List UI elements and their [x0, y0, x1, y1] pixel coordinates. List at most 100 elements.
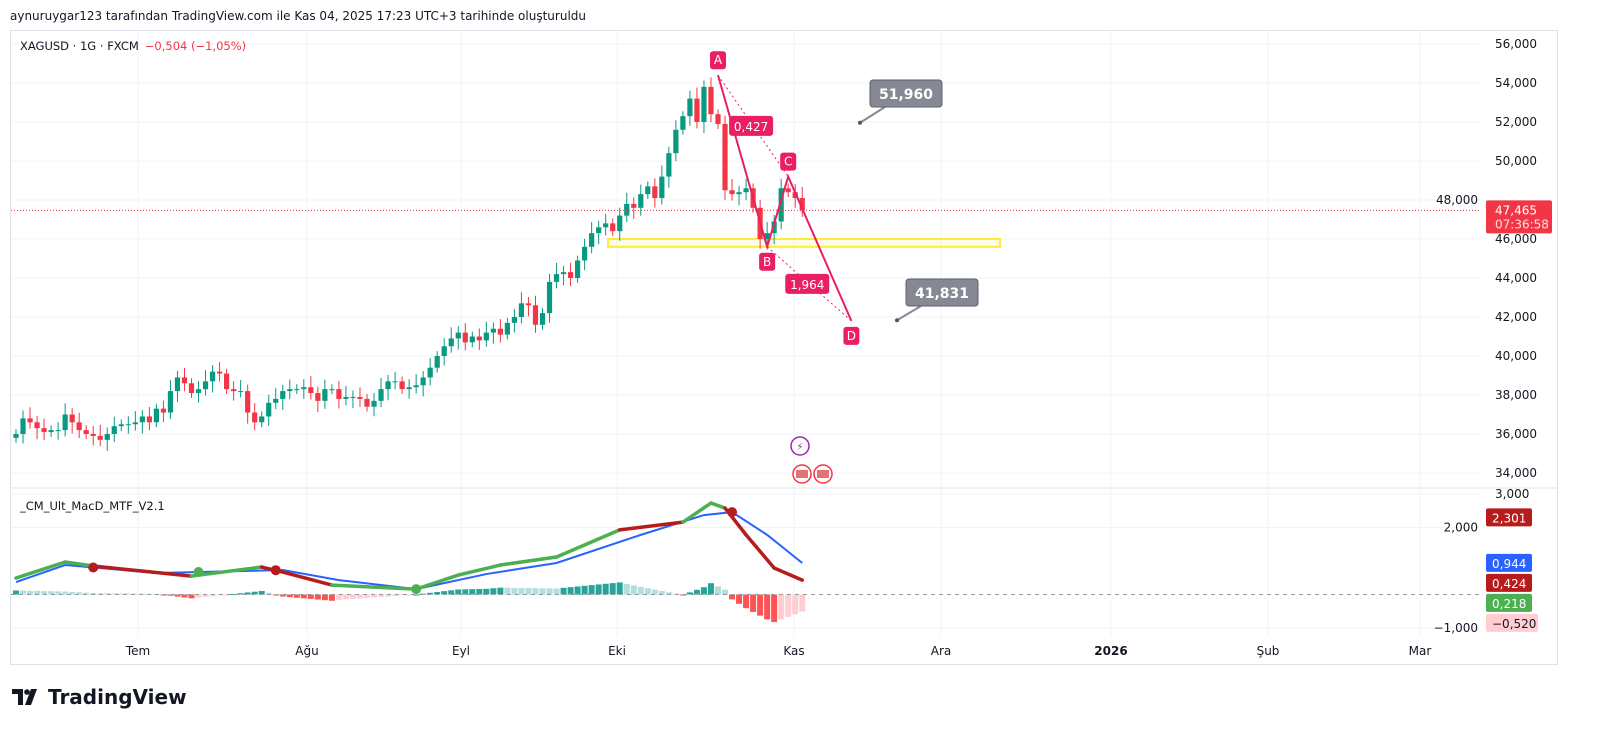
macd-histogram-bar: [125, 593, 132, 595]
macd-histogram-bar: [483, 588, 490, 595]
candle: [336, 389, 342, 399]
macd-histogram-bar: [602, 583, 609, 595]
macd-histogram-bar: [448, 590, 455, 595]
macd-histogram-bar: [27, 590, 34, 595]
macd-value: 0,218: [1492, 597, 1526, 611]
macd-histogram-bar: [342, 594, 349, 600]
candle: [575, 260, 581, 278]
candle: [582, 246, 588, 261]
price-axis-label: 50,000: [1495, 154, 1537, 168]
candle: [701, 86, 707, 122]
candle: [673, 129, 679, 154]
candle: [153, 408, 159, 423]
price-change: −0,504 (−1,05%): [144, 39, 247, 53]
macd-histogram-bar: [244, 592, 251, 595]
candle: [539, 313, 546, 325]
candle: [132, 422, 138, 425]
macd-histogram-bar: [181, 594, 188, 598]
candle: [294, 389, 300, 391]
price-axis-label: 56,000: [1495, 37, 1537, 51]
candle: [497, 328, 503, 335]
chart-caption: aynuruygar123 tarafından TradingView.com…: [10, 9, 586, 23]
candle: [631, 203, 637, 208]
abcd-point-d: [843, 326, 860, 345]
macd-line-segment: [414, 573, 461, 591]
candle: [118, 424, 124, 427]
time-axis-label: Eyl: [452, 644, 470, 658]
candle: [195, 389, 202, 394]
price-axis-label: 36,000: [1495, 427, 1537, 441]
macd-value-tag: [1486, 613, 1538, 632]
macd-histogram-bar: [55, 591, 62, 595]
symbol-name[interactable]: XAGUSD · 1G · FXCM: [20, 39, 139, 53]
macd-histogram-bar: [13, 590, 19, 595]
candle: [659, 176, 665, 199]
macd-histogram-bar: [90, 593, 97, 595]
macd-histogram-bar: [715, 586, 721, 595]
macd-histogram-bar: [314, 594, 321, 600]
price-axis-label: 52,000: [1495, 115, 1537, 129]
candle: [589, 233, 595, 247]
candle: [560, 272, 567, 275]
macd-histogram-bar: [293, 594, 300, 598]
ratio-value: 0,427: [734, 120, 768, 134]
macd-value: 2,301: [1492, 511, 1526, 525]
candle: [518, 303, 525, 317]
price-callout-value: 51,960: [879, 87, 933, 103]
time-axis-label: Mar: [1409, 644, 1432, 658]
candle: [273, 398, 279, 403]
macd-histogram-bar: [392, 594, 399, 596]
macd-histogram-bar: [399, 594, 406, 596]
macd-line-segment: [456, 563, 503, 577]
candle: [27, 418, 33, 423]
candle: [83, 430, 89, 434]
time-axis-label: Kas: [783, 644, 804, 658]
candle: [680, 116, 686, 130]
macd-histogram-bar: [258, 590, 265, 595]
macd-histogram-bar: [335, 594, 342, 600]
candle: [188, 383, 195, 394]
candle: [764, 233, 770, 239]
candle: [771, 221, 777, 234]
macd-histogram-bar: [546, 588, 553, 595]
candle: [567, 272, 574, 278]
candle: [455, 332, 461, 339]
ratio-badge: [729, 115, 774, 136]
candle: [483, 332, 489, 341]
candle: [617, 215, 623, 232]
abcd-point-c: [780, 152, 797, 171]
macd-histogram-bar: [665, 592, 672, 595]
candle: [97, 435, 103, 440]
macd-histogram-bar: [434, 591, 441, 595]
macd-histogram-bar: [413, 594, 420, 596]
candle: [224, 373, 230, 390]
candle: [160, 408, 167, 413]
candle: [90, 434, 96, 436]
macd-histogram-bar: [174, 594, 181, 597]
macd-histogram-bar: [757, 594, 764, 616]
candle: [350, 396, 356, 398]
macd-histogram-bar: [560, 587, 567, 595]
candle: [708, 86, 714, 115]
lightning-event-icon: [790, 436, 810, 456]
candle: [139, 416, 145, 423]
macd-histogram-bar: [799, 594, 806, 612]
candle: [722, 123, 728, 191]
indicator-title[interactable]: _CM_Ult_MacD_MTF_V2.1: [20, 499, 165, 513]
macd-histogram-bar: [792, 594, 799, 615]
price-callout: [869, 79, 943, 108]
macd-value: −0,520: [1492, 617, 1536, 631]
tradingview-logo[interactable]: TradingView: [12, 685, 187, 709]
price-axis-label: 44,000: [1495, 271, 1537, 285]
candle: [687, 98, 693, 117]
lightning-glyph: ⚡: [796, 442, 803, 453]
candle: [743, 188, 749, 193]
candle: [329, 389, 335, 391]
candle: [799, 198, 805, 211]
macd-histogram-bar: [729, 594, 736, 600]
macd-histogram-bar: [251, 591, 258, 595]
candle: [62, 414, 68, 431]
macd-histogram-bar: [644, 588, 651, 595]
time-axis-label: 2026: [1094, 644, 1127, 658]
